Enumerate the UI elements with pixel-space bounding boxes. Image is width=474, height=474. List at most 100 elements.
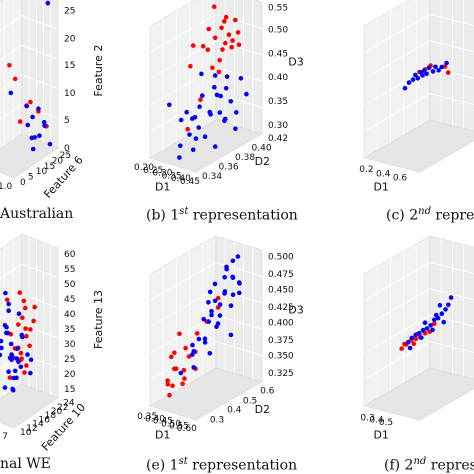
gridline	[0, 44, 59, 61]
data-point	[12, 368, 18, 374]
data-point	[236, 42, 242, 47]
data-point	[18, 350, 24, 356]
data-point	[422, 320, 428, 326]
z-tick-label: 0.450	[268, 286, 294, 296]
data-point	[200, 93, 205, 98]
data-point	[212, 73, 218, 78]
data-point	[208, 112, 213, 117]
data-point	[448, 295, 454, 300]
data-point	[12, 76, 18, 82]
data-point	[234, 110, 239, 115]
data-point	[30, 146, 36, 152]
data-point	[224, 266, 229, 272]
data-point	[28, 370, 33, 376]
gridline	[363, 288, 474, 328]
data-point	[217, 57, 222, 63]
data-point	[406, 80, 412, 85]
data-point	[405, 340, 411, 345]
data-point	[190, 147, 196, 152]
data-point	[420, 73, 425, 78]
data-point	[177, 155, 182, 160]
data-point	[402, 85, 408, 91]
x-tick-label: 0.35	[162, 171, 182, 181]
data-point	[201, 316, 206, 322]
y-tick-label: 10	[36, 167, 48, 177]
z-tick-label: 0.55	[268, 3, 288, 13]
data-point	[181, 367, 187, 373]
y-tick-label: 25	[60, 151, 71, 161]
data-point	[230, 274, 235, 280]
data-point	[20, 315, 25, 321]
data-point	[45, 0, 51, 6]
data-point	[411, 341, 417, 347]
y-tick-label: 0.4	[227, 406, 242, 416]
data-point	[236, 280, 242, 285]
caption-b-sup: st	[179, 206, 189, 217]
data-point	[441, 319, 447, 325]
y-tick-label: 14	[32, 420, 44, 430]
data-point	[25, 122, 31, 128]
data-point	[2, 385, 8, 390]
data-point	[36, 106, 41, 111]
y-tick-label: 10	[20, 428, 32, 438]
data-point	[24, 363, 29, 368]
data-point	[28, 357, 34, 363]
x-axis-label: D1	[155, 428, 170, 441]
data-point	[191, 365, 196, 370]
z-tick-label: 30	[64, 340, 76, 350]
data-point	[16, 311, 22, 317]
z-axis-label: Feature 13	[92, 290, 105, 349]
data-point	[230, 258, 236, 264]
z-tick-label: 15	[64, 385, 75, 395]
data-point	[23, 326, 28, 331]
data-point	[19, 332, 25, 338]
panel-c-plot: 0.2 0.4 0.6 D1	[359, 0, 474, 193]
data-point	[419, 335, 424, 340]
data-point	[8, 90, 14, 96]
caption-f-sup: nd	[413, 456, 427, 467]
z-tick-label: 0.40	[268, 73, 288, 83]
data-point	[188, 63, 193, 69]
data-point	[426, 65, 432, 71]
z-axis-label: D3	[288, 303, 303, 316]
data-point	[223, 14, 229, 20]
data-point	[202, 340, 208, 345]
data-point	[10, 387, 16, 393]
y-tick-label: 0.40	[252, 144, 272, 154]
data-point	[178, 117, 184, 123]
z-tick-label: 45	[64, 295, 75, 305]
z-tick-label: 0.425	[268, 303, 294, 313]
data-point	[433, 64, 438, 70]
data-point	[413, 332, 419, 338]
gridline	[0, 323, 59, 340]
data-point	[3, 290, 8, 296]
data-point	[222, 275, 227, 280]
data-point	[439, 311, 445, 317]
data-point	[180, 381, 185, 387]
x-tick-label: 0.5	[379, 418, 393, 428]
data-point	[420, 327, 426, 333]
data-point	[222, 289, 228, 294]
z-tick-label: 35	[64, 325, 75, 335]
gridline	[363, 40, 474, 80]
data-point	[182, 376, 187, 381]
x-tick-label: 0.2	[359, 165, 373, 175]
data-point	[6, 308, 11, 314]
y-tick-label: 18	[45, 411, 57, 421]
x-tick-label: 0.3	[360, 413, 374, 423]
data-point	[430, 69, 436, 74]
data-point	[228, 303, 234, 309]
z-tick-label: 0.350	[268, 352, 294, 362]
data-point	[7, 375, 13, 380]
data-point	[14, 356, 20, 361]
floor-pane	[363, 367, 474, 421]
data-point	[4, 297, 10, 303]
data-point	[206, 319, 211, 324]
gridline	[149, 66, 263, 106]
z-tick-label: 40	[64, 310, 76, 320]
data-point	[413, 336, 419, 342]
caption-c-prefix: (c) 2	[386, 207, 419, 224]
data-point	[238, 76, 244, 81]
data-point	[6, 301, 11, 307]
